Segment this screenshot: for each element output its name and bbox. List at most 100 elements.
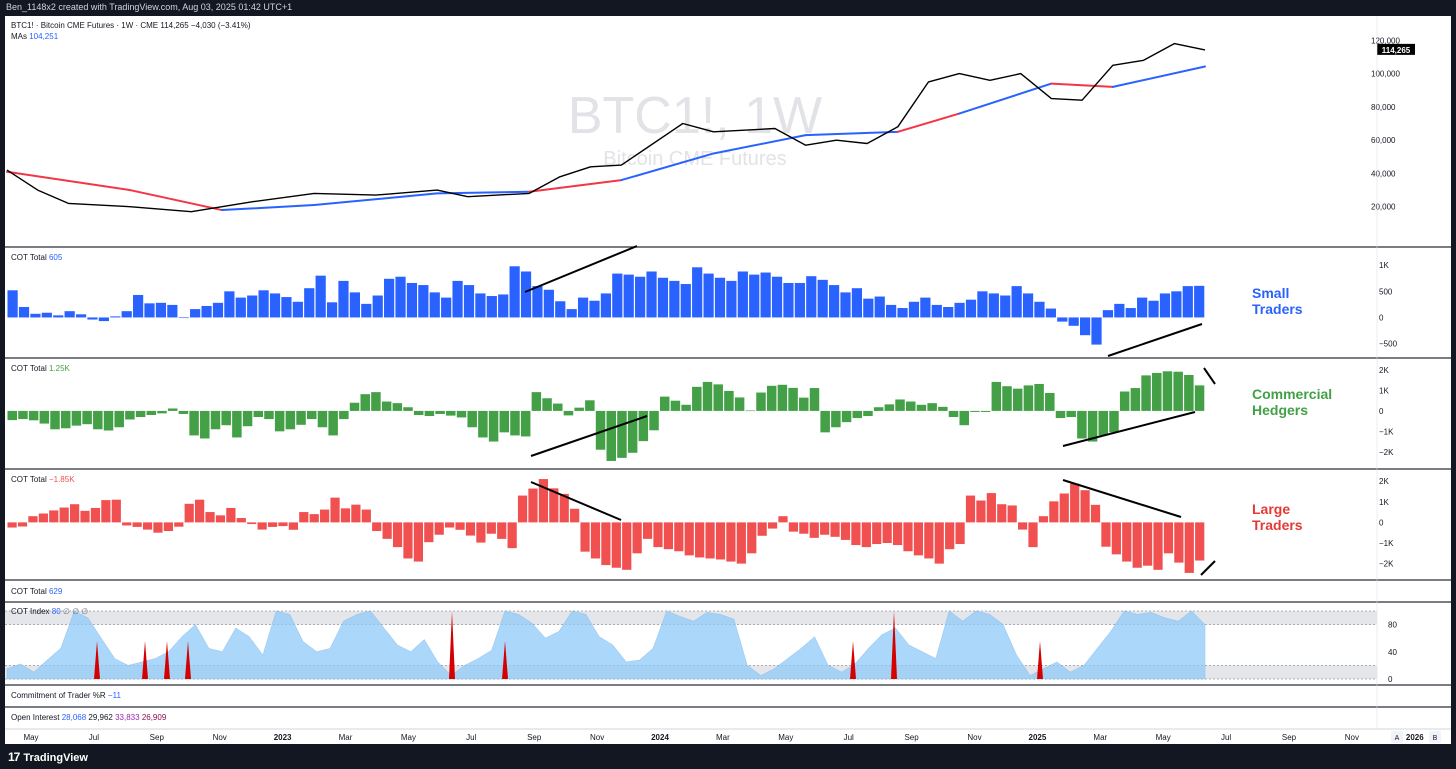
small-traders-bar xyxy=(1114,303,1125,318)
large-pane-header: COT Total −1.85K xyxy=(11,475,75,484)
commercial-hedgers-axis-tick: −2K xyxy=(1379,448,1394,457)
large-traders-bar xyxy=(236,518,246,523)
small-traders-bar xyxy=(817,279,828,318)
small-traders-bar xyxy=(1102,310,1114,318)
large-traders-bar xyxy=(955,522,965,545)
cot-index-spike xyxy=(891,611,897,679)
small-traders-bar xyxy=(144,303,155,318)
commercial-hedgers-bar xyxy=(1023,385,1034,411)
small-traders-bar xyxy=(623,274,634,318)
small-traders-bar xyxy=(977,291,988,318)
large-traders-bar xyxy=(59,507,69,523)
small-traders-bar xyxy=(863,298,874,318)
small-traders-bar xyxy=(555,301,566,318)
commercial-hedgers-bar xyxy=(777,384,788,411)
index-value: 80 xyxy=(52,607,63,616)
large-traders-bar xyxy=(195,499,205,523)
price-axis-tick: 20,000 xyxy=(1371,203,1396,212)
large-traders-bar xyxy=(28,516,38,523)
large-traders-bar xyxy=(840,522,851,540)
commercial-hedgers-bar xyxy=(627,410,638,453)
large-traders-axis-tick: 2K xyxy=(1379,477,1389,486)
ma-header: MAs 104,251 xyxy=(11,32,59,41)
small-traders-bar xyxy=(41,312,52,318)
large-traders-bar xyxy=(184,503,194,523)
time-axis-label: 2025 xyxy=(1029,733,1047,742)
large-traders-bar xyxy=(559,493,569,523)
large-traders-bar xyxy=(945,522,955,550)
large-traders-bar xyxy=(986,493,996,523)
large-traders-bar xyxy=(726,522,736,562)
total-pane-header: COT Total 629 xyxy=(11,587,63,596)
small-traders-bar xyxy=(828,285,840,318)
commercial-hedgers-bar xyxy=(7,410,17,421)
small-traders-bar xyxy=(463,285,475,318)
commercial-hedgers-bar xyxy=(702,381,713,411)
cot-index-spike xyxy=(449,611,455,679)
time-axis-label: Sep xyxy=(150,733,165,742)
small-traders-bar xyxy=(281,297,292,318)
time-axis-label: 2026 xyxy=(1406,733,1424,742)
commercial-hedgers-bar xyxy=(531,392,542,411)
large-traders-bar xyxy=(434,522,444,535)
small-traders-bar xyxy=(635,276,646,318)
large-traders-bar xyxy=(1142,522,1153,566)
commercial-hedgers-bar xyxy=(873,407,884,411)
commercial-hedgers-bar xyxy=(103,410,114,431)
large-traders-bar xyxy=(611,522,621,568)
commercial-hedgers-bar xyxy=(403,407,413,411)
price-line xyxy=(6,42,1206,213)
large-traders-bar xyxy=(1007,505,1017,523)
total-pane-header-value: 629 xyxy=(49,587,63,596)
large-traders-bar xyxy=(903,522,913,552)
large-traders-bar xyxy=(788,522,799,532)
small-traders-bar xyxy=(737,271,748,318)
oi-value: 26,909 xyxy=(142,713,167,722)
brand-label: TradingView xyxy=(23,752,88,764)
small-traders-bar xyxy=(783,282,794,318)
small-traders-bar xyxy=(87,317,98,320)
commercial-hedgers-bar xyxy=(1098,410,1109,436)
large-traders-bar xyxy=(736,522,746,564)
small-traders-bar xyxy=(1000,295,1011,318)
large-traders-bar xyxy=(111,499,121,523)
small-traders-bar xyxy=(338,280,349,318)
large-traders-bar xyxy=(17,522,28,527)
small-traders-bar xyxy=(418,285,429,318)
large-traders-bar xyxy=(122,522,132,526)
small-traders-bar xyxy=(931,304,942,318)
commercial-hedgers-bar xyxy=(285,410,296,430)
large-traders-bar xyxy=(361,509,371,523)
small-traders-bar xyxy=(269,293,281,318)
large-traders-bar xyxy=(632,522,642,554)
large-traders-bar xyxy=(1049,501,1059,523)
commercial-hedgers-bar xyxy=(1045,392,1055,411)
commercial-hedgers-bar xyxy=(1162,371,1173,411)
commercial-hedgers-bar xyxy=(114,410,124,428)
small-traders-bar xyxy=(965,299,977,318)
tradingview-logo[interactable]: 17 TradingView xyxy=(8,750,88,764)
large-traders-bar xyxy=(1184,522,1194,573)
time-axis-label: Nov xyxy=(1345,733,1359,742)
commercial-hedgers-bar xyxy=(809,388,820,411)
large-traders-bar xyxy=(38,513,48,523)
small-traders-bar xyxy=(18,307,30,318)
price-axis-tick: 80,000 xyxy=(1371,103,1396,112)
bottom-brand-bar: 17 TradingView xyxy=(0,744,1456,769)
trendline xyxy=(530,415,648,457)
index-extra-value: ∅ xyxy=(81,607,88,616)
axis-button-label: B xyxy=(1433,735,1438,742)
small-traders-bar xyxy=(988,293,999,318)
trendline xyxy=(1107,323,1203,357)
time-axis-label: Jul xyxy=(1221,733,1231,742)
large-traders-bar xyxy=(538,479,549,523)
large-traders-bar xyxy=(663,522,674,550)
commercial-hedgers-bar xyxy=(659,396,670,411)
small-traders-bar xyxy=(235,297,246,318)
commercial-hedgers-bar xyxy=(756,392,766,411)
commercial-hedgers-bar xyxy=(274,410,285,432)
commercial-hedgers-bar xyxy=(478,410,488,438)
commercial-hedgers-bar xyxy=(948,410,959,418)
commercial-pane-header-label: COT Total xyxy=(11,364,49,373)
